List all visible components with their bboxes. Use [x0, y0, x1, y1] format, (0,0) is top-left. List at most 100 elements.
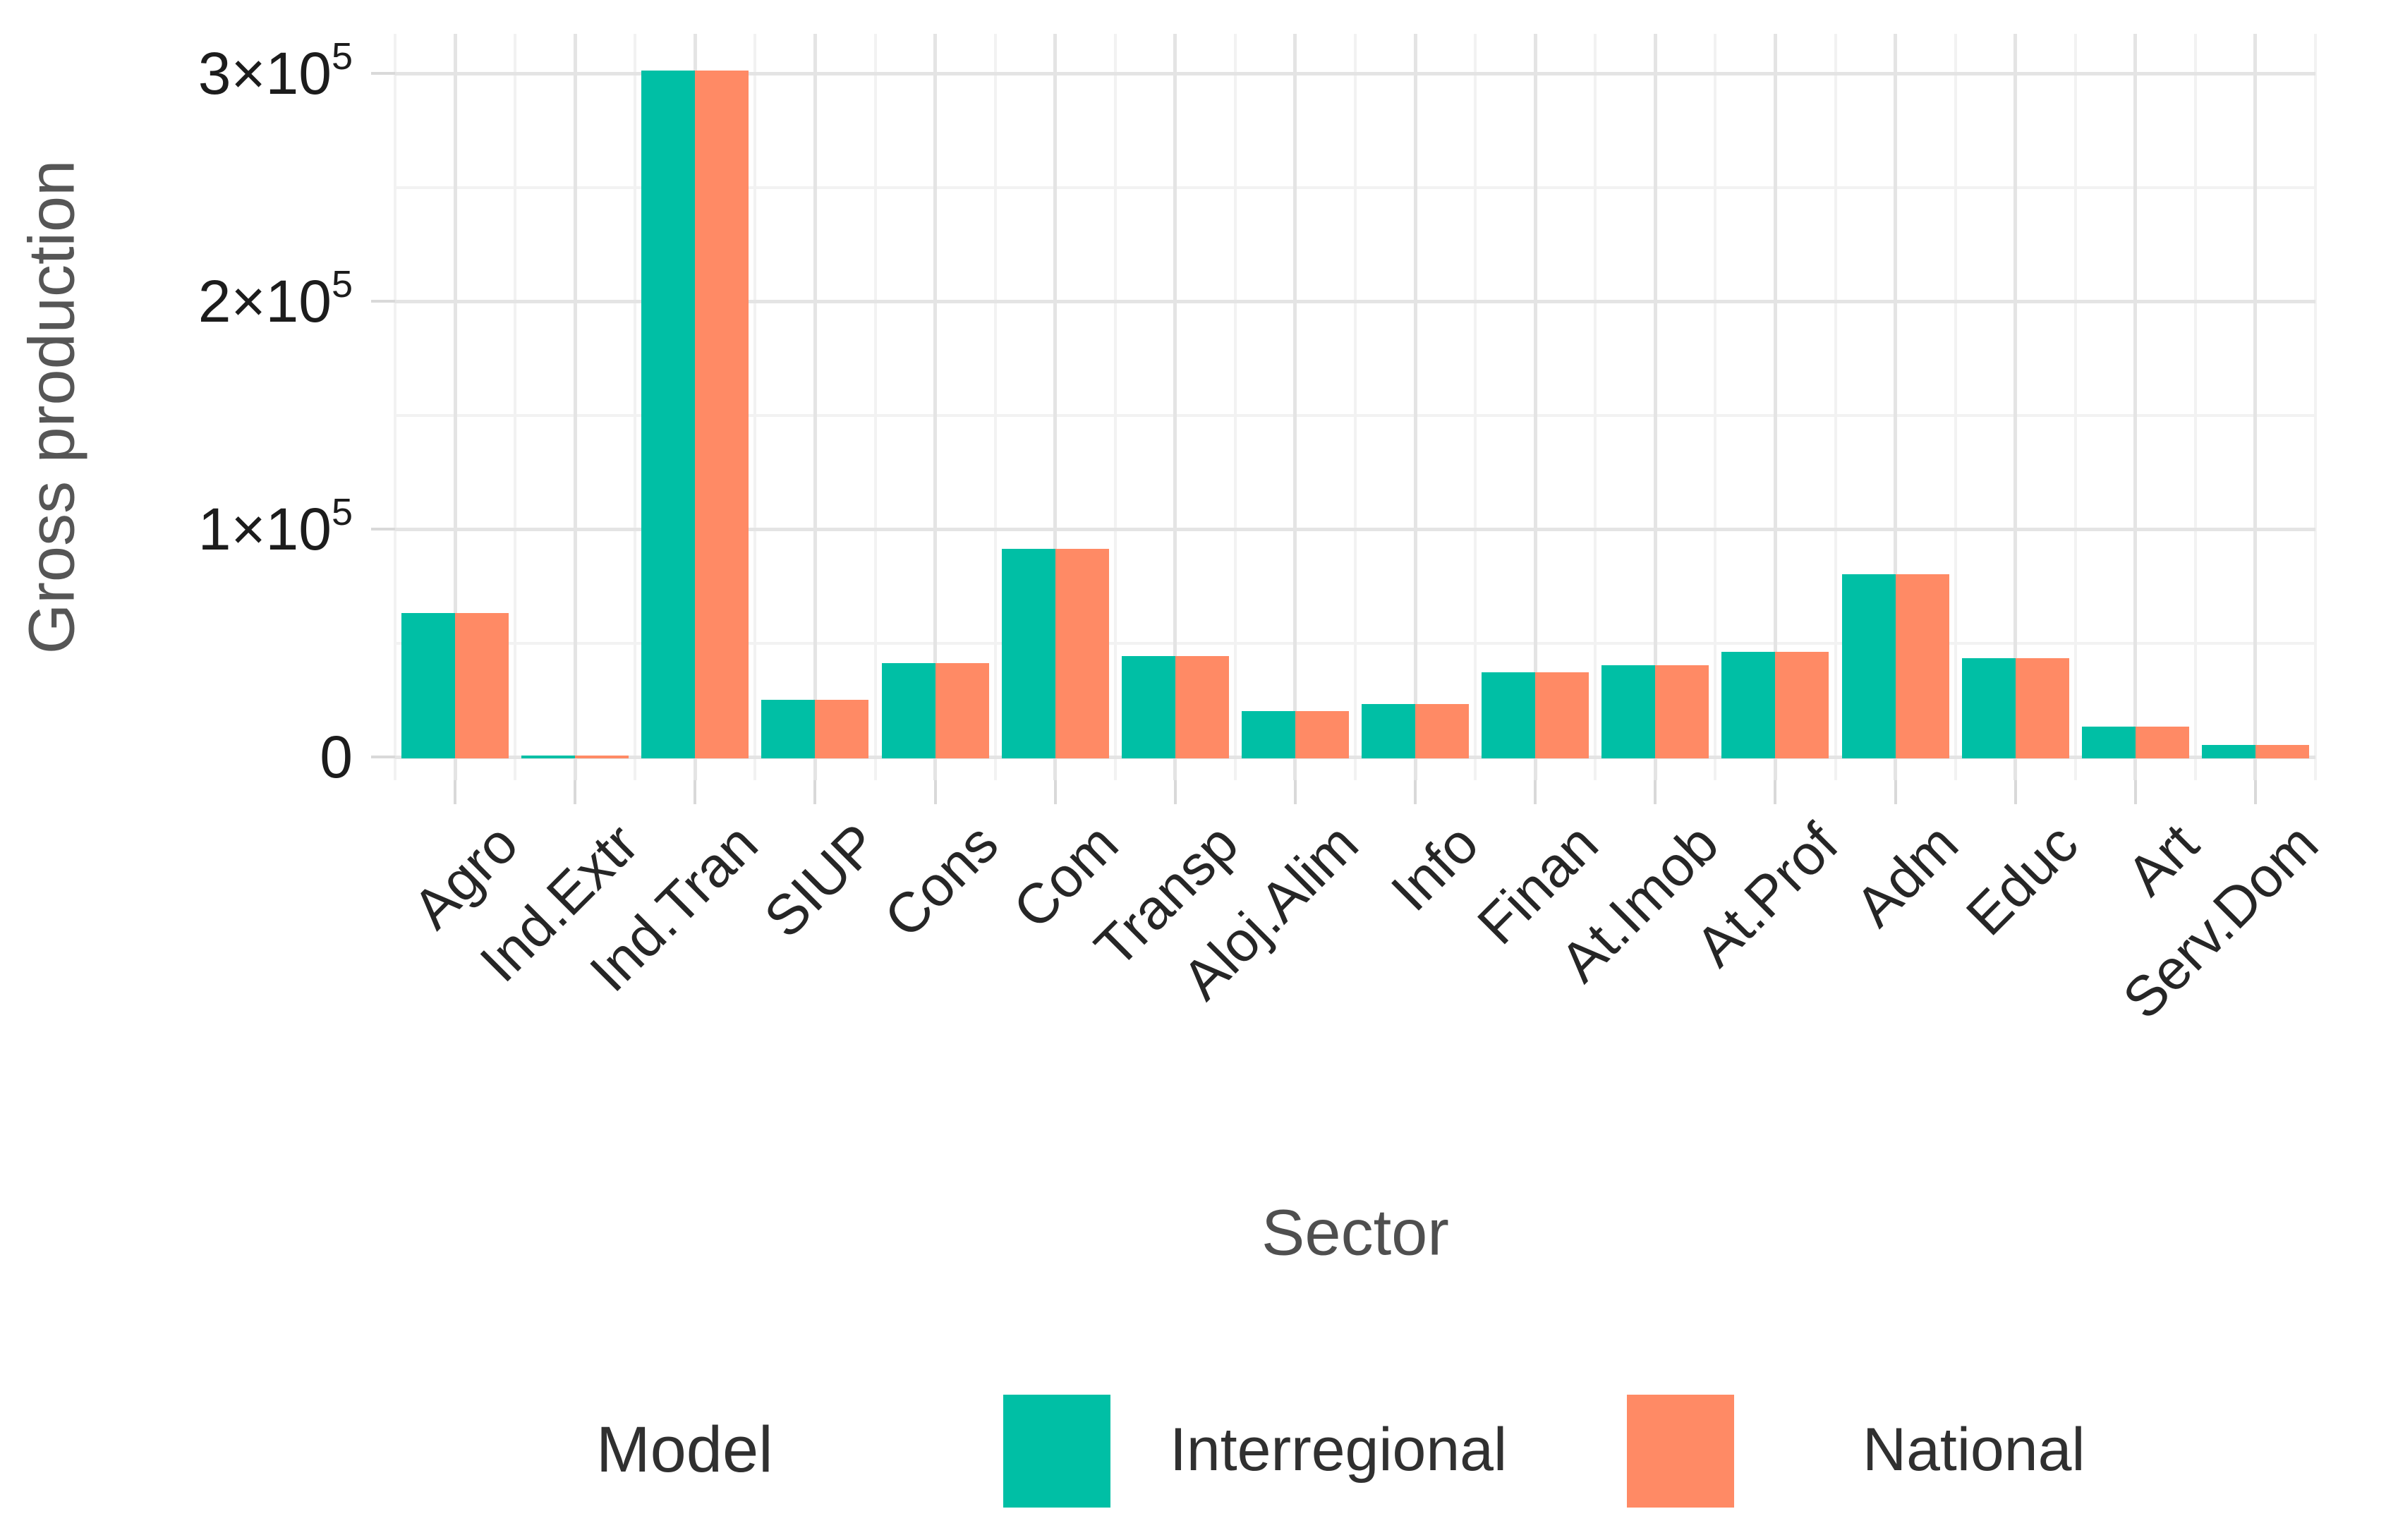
bar-interregional-Finan [1482, 672, 1536, 759]
gridline-major-h [395, 299, 2315, 303]
bar-interregional-Transp [1121, 656, 1175, 759]
axis-tick-x [1654, 780, 1657, 804]
bar-national-Serv.Dom [2255, 745, 2309, 759]
y-tick-label: 3×105 [198, 35, 353, 107]
bar-national-Cons [935, 662, 989, 759]
gridline-minor-v [1233, 34, 1237, 780]
axis-tick-x [2133, 780, 2137, 804]
bar-interregional-Ind.Extr [521, 755, 576, 759]
gridline-major-v [1533, 34, 1537, 780]
x-tick-label: Adm [1843, 811, 1970, 938]
gridline-minor-v [1354, 34, 1357, 780]
bar-interregional-At.Imob [1601, 665, 1656, 759]
gridline-major-v [1293, 34, 1297, 780]
gridline-minor-v [394, 34, 396, 780]
gridline-minor-v [993, 34, 997, 780]
bar-national-Ind.Extr [575, 755, 629, 759]
axis-tick-x [813, 780, 817, 804]
gridline-minor-v [514, 34, 517, 780]
gridline-minor-v [2193, 34, 2197, 780]
gridline-major-v [453, 34, 457, 780]
bar-national-Aloj.Alim [1295, 710, 1349, 759]
gridline-minor-v [753, 34, 757, 780]
bar-interregional-Cons [881, 662, 935, 759]
bar-interregional-Com [1001, 549, 1055, 759]
gridline-major-v [2253, 34, 2258, 780]
axis-tick-y [371, 756, 395, 758]
gridline-major-h [395, 71, 2315, 75]
axis-tick-y [371, 300, 395, 303]
axis-tick-x [1414, 780, 1417, 804]
legend-title: Model [596, 1414, 773, 1486]
axis-tick-x [1053, 780, 1057, 804]
gridline-minor-v [1834, 34, 1837, 780]
axis-tick-x [2253, 780, 2257, 804]
axis-tick-x [454, 780, 457, 804]
x-tick-label: Art [2114, 811, 2210, 907]
bar-national-Art [2135, 727, 2189, 759]
axis-tick-x [694, 780, 697, 804]
gridline-major-v [1173, 34, 1177, 780]
bar-national-Agro [455, 612, 509, 759]
bar-national-Com [1055, 549, 1109, 759]
bar-interregional-Aloj.Alim [1241, 710, 1295, 759]
bar-interregional-Art [2081, 727, 2136, 759]
x-tick-label: Cons [872, 811, 1010, 950]
gridline-major-v [813, 34, 817, 780]
bar-national-Adm [1895, 574, 1949, 759]
gridline-major-h [395, 755, 2315, 759]
axis-tick-y [371, 72, 395, 75]
axis-tick-x [933, 780, 937, 804]
gridline-major-v [1894, 34, 1898, 780]
y-tick-label: 0 [320, 724, 353, 790]
axis-tick-x [1293, 780, 1297, 804]
gridline-major-v [2133, 34, 2138, 780]
axis-tick-x [574, 780, 577, 804]
bar-national-SIUP [815, 699, 869, 759]
gridline-major-v [933, 34, 938, 780]
gridline-minor-v [634, 34, 637, 780]
legend-label-national: National [1863, 1416, 2085, 1484]
y-axis-title: Gross production [16, 159, 88, 655]
bar-national-Educ [2015, 658, 2069, 759]
bar-interregional-SIUP [761, 699, 816, 759]
axis-tick-x [1534, 780, 1537, 804]
bar-interregional-Educ [1961, 658, 2016, 759]
bar-interregional-Ind.Tran [641, 71, 696, 759]
x-tick-label: SIUP [752, 811, 890, 950]
gridline-minor-v [873, 34, 877, 780]
axis-tick-x [1774, 780, 1777, 804]
legend-key-interregional [1003, 1395, 1110, 1508]
bar-national-At.Prof [1775, 651, 1829, 759]
axis-tick-x [1173, 780, 1177, 804]
gridline-minor-v [1594, 34, 1597, 780]
gridline-minor-v [1714, 34, 1717, 780]
bar-national-Finan [1535, 672, 1589, 759]
x-axis-title: Sector [1261, 1196, 1449, 1269]
axis-tick-y [371, 528, 395, 530]
gridline-major-v [1413, 34, 1417, 780]
gridline-minor-v [2073, 34, 2077, 780]
axis-tick-x [1894, 780, 1897, 804]
gridline-major-v [1053, 34, 1058, 780]
legend-label-interregional: Interregional [1170, 1416, 1508, 1484]
gridline-major-v [573, 34, 577, 780]
bar-interregional-At.Prof [1721, 651, 1776, 759]
gridline-major-v [2013, 34, 2018, 780]
y-tick-label: 2×105 [198, 263, 353, 334]
gridline-minor-v [2314, 34, 2317, 780]
gridline-major-h [395, 527, 2315, 531]
gridline-major-v [1653, 34, 1657, 780]
bar-national-At.Imob [1655, 665, 1709, 759]
bar-national-Info [1415, 703, 1470, 759]
bar-interregional-Agro [401, 612, 456, 759]
bar-interregional-Serv.Dom [2201, 745, 2255, 759]
bar-national-Transp [1175, 656, 1229, 759]
bar-interregional-Info [1362, 703, 1416, 759]
y-tick-label: 1×105 [198, 491, 353, 562]
legend-key-national [1627, 1395, 1734, 1508]
gridline-minor-v [1474, 34, 1477, 780]
x-tick-label: Educ [1954, 811, 2090, 947]
